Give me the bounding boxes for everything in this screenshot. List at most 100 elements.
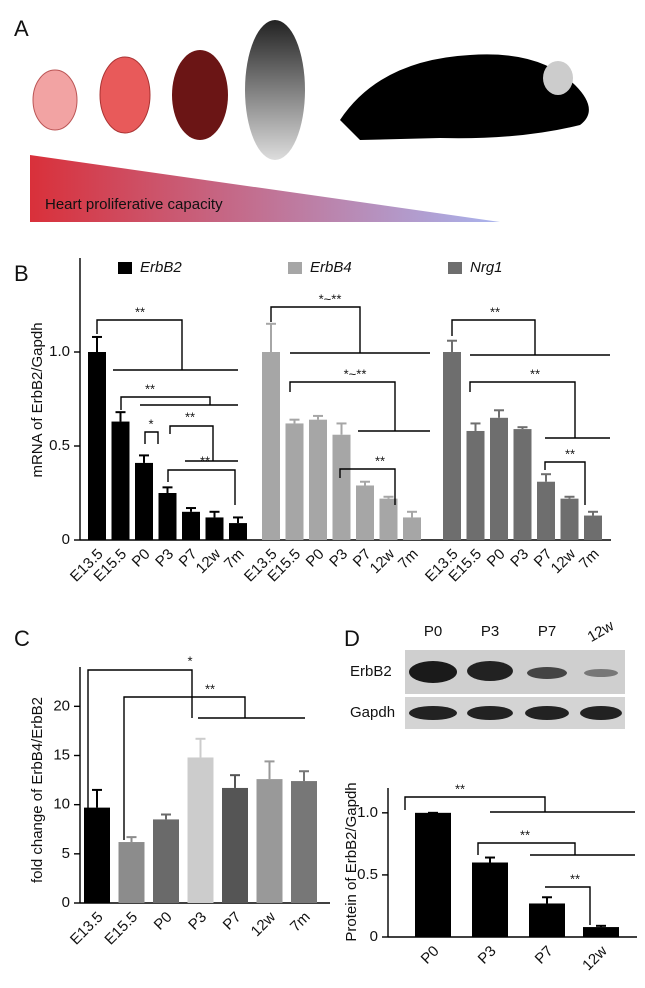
x-tick-label: 7m <box>576 546 603 573</box>
significance-label: ** <box>570 871 580 886</box>
x-tick-label: 7m <box>287 909 314 936</box>
significance-bracket <box>339 468 396 505</box>
bar <box>415 812 451 937</box>
blot-row-label: Gapdh <box>350 704 395 721</box>
panel-label: A <box>14 16 29 41</box>
significance-bracket <box>169 425 238 462</box>
significance-bracket <box>469 381 610 439</box>
blot-lane-label: P0 <box>424 623 442 640</box>
panel-label: C <box>14 626 30 651</box>
y-axis-label: mRNA of ErbB2/Gapdh <box>29 322 46 477</box>
y-tick-label: 0.5 <box>49 437 70 454</box>
x-tick-label: 7m <box>221 546 248 573</box>
significance-label: * <box>187 653 192 668</box>
bar <box>583 927 619 937</box>
bar <box>356 485 374 540</box>
bar <box>466 430 485 540</box>
bar <box>560 498 579 540</box>
significance-bracket <box>544 461 586 505</box>
legend-label: ErbB4 <box>310 259 352 276</box>
bar <box>332 434 351 540</box>
bar <box>229 523 247 540</box>
bar <box>111 421 130 540</box>
x-tick-label: P0 <box>129 546 154 571</box>
bar <box>513 429 532 540</box>
bar <box>222 787 248 903</box>
bar <box>256 779 283 903</box>
y-tick-label: 20 <box>53 697 70 714</box>
mouse-illustration <box>30 20 589 222</box>
x-tick-label: P3 <box>507 546 532 571</box>
x-tick-label: P0 <box>303 546 328 571</box>
caption: Heart proliferative capacity <box>45 196 223 213</box>
significance-bracket <box>123 696 305 840</box>
significance-label: ** <box>455 781 465 796</box>
legend-label: Nrg1 <box>470 259 503 276</box>
x-tick-label: 12w <box>248 909 280 941</box>
significance-bracket <box>451 319 610 356</box>
bar <box>584 515 602 540</box>
x-tick-label: 12w <box>367 546 399 578</box>
panel-label: D <box>344 626 360 651</box>
x-tick-label: 12w <box>193 546 225 578</box>
x-tick-label: P0 <box>484 546 509 571</box>
bar <box>262 352 280 540</box>
blot-lane-label: P7 <box>538 623 556 640</box>
significance-label: *~** <box>344 366 367 381</box>
significance-label: ** <box>520 827 530 842</box>
significance-bracket <box>477 842 635 856</box>
bar <box>472 862 508 937</box>
bar <box>291 781 317 903</box>
bar <box>490 417 508 540</box>
x-tick-label: P7 <box>532 943 557 968</box>
y-tick-label: 0 <box>62 531 70 548</box>
y-axis-label: fold change of ErbB4/ErbB2 <box>29 697 46 883</box>
significance-bracket <box>545 886 591 925</box>
bar <box>443 352 461 540</box>
significance-bracket <box>96 319 238 371</box>
significance-bracket <box>404 796 635 813</box>
panel-label: B <box>14 261 29 286</box>
y-tick-label: 0 <box>370 928 378 945</box>
bar <box>135 462 153 540</box>
x-tick-label: P3 <box>475 943 500 968</box>
significance-bracket <box>87 669 193 862</box>
x-tick-label: P0 <box>418 943 443 968</box>
x-tick-label: P3 <box>326 546 351 571</box>
x-tick-label: 7m <box>395 546 422 573</box>
bar <box>187 757 214 903</box>
x-tick-label: P3 <box>152 546 177 571</box>
significance-bracket <box>289 381 430 432</box>
significance-bracket <box>144 431 159 444</box>
x-tick-label: P7 <box>220 909 245 934</box>
significance-bracket <box>120 396 238 410</box>
blot-lane-label: 12w <box>585 617 617 646</box>
bar <box>309 419 327 540</box>
y-axis-label: Protein of ErbB2/Gapdh <box>343 782 360 941</box>
bar <box>379 498 398 540</box>
x-tick-label: 12w <box>579 943 611 975</box>
blot-lane-label: P3 <box>481 623 499 640</box>
blot-row-label: ErbB2 <box>350 663 392 680</box>
significance-label: *~** <box>319 291 342 306</box>
significance-label: ** <box>145 381 155 396</box>
y-tick-label: 5 <box>62 845 70 862</box>
legend-swatch <box>288 262 302 274</box>
y-tick-label: 10 <box>53 796 70 813</box>
x-tick-label: E13.5 <box>67 909 107 949</box>
bar <box>153 819 179 903</box>
significance-label: ** <box>375 453 385 468</box>
legend-label: ErbB2 <box>140 259 182 276</box>
bar <box>88 352 106 540</box>
y-tick-label: 1.0 <box>49 343 70 360</box>
y-tick-label: 0.5 <box>357 866 378 883</box>
bar <box>529 903 565 937</box>
legend-swatch <box>448 262 462 274</box>
significance-label: ** <box>200 453 210 468</box>
bar <box>182 511 200 540</box>
significance-label: ** <box>530 366 540 381</box>
bar <box>158 493 177 540</box>
x-tick-label: P3 <box>185 909 210 934</box>
significance-label: ** <box>185 409 195 424</box>
